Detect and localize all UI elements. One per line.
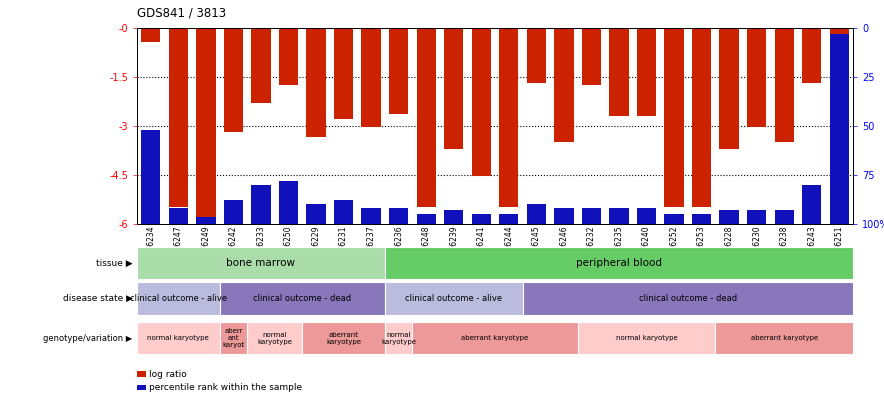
- Text: tissue ▶: tissue ▶: [96, 259, 133, 267]
- Bar: [278, 181, 298, 224]
- Text: clinical outcome - dead: clinical outcome - dead: [253, 294, 351, 303]
- Text: bone marrow: bone marrow: [226, 258, 295, 268]
- Bar: [609, 28, 629, 116]
- Bar: [389, 208, 408, 224]
- Bar: [636, 28, 656, 116]
- Bar: [141, 129, 160, 224]
- Bar: [665, 28, 683, 208]
- Bar: [830, 28, 849, 34]
- Bar: [169, 208, 188, 224]
- Bar: [554, 208, 574, 224]
- Bar: [141, 28, 160, 42]
- Bar: [196, 28, 216, 217]
- Bar: [196, 217, 216, 224]
- Bar: [527, 28, 546, 83]
- Bar: [774, 28, 794, 142]
- Bar: [665, 214, 683, 224]
- Bar: [251, 28, 271, 103]
- Bar: [499, 28, 518, 208]
- Text: clinical outcome - dead: clinical outcome - dead: [639, 294, 737, 303]
- Text: disease state ▶: disease state ▶: [63, 294, 133, 303]
- Text: normal
karyotype: normal karyotype: [381, 332, 416, 345]
- Text: percentile rank within the sample: percentile rank within the sample: [149, 383, 301, 392]
- Bar: [720, 28, 739, 148]
- Bar: [362, 28, 381, 128]
- Bar: [307, 204, 325, 224]
- Bar: [830, 34, 849, 224]
- Bar: [169, 28, 188, 208]
- Bar: [499, 214, 518, 224]
- Text: normal karyotype: normal karyotype: [148, 335, 210, 341]
- Bar: [416, 214, 436, 224]
- Bar: [389, 28, 408, 114]
- Bar: [472, 214, 491, 224]
- Text: normal karyotype: normal karyotype: [615, 335, 677, 341]
- Bar: [527, 204, 546, 224]
- Bar: [636, 208, 656, 224]
- Text: aberrant
karyotype: aberrant karyotype: [326, 332, 361, 345]
- Bar: [802, 185, 821, 224]
- Bar: [802, 28, 821, 83]
- Bar: [692, 214, 712, 224]
- Bar: [224, 28, 243, 132]
- Text: clinical outcome - alive: clinical outcome - alive: [130, 294, 227, 303]
- Bar: [609, 208, 629, 224]
- Bar: [472, 28, 491, 176]
- Bar: [307, 28, 325, 137]
- Bar: [774, 210, 794, 224]
- Bar: [692, 28, 712, 208]
- Bar: [334, 200, 354, 224]
- Bar: [278, 28, 298, 85]
- Bar: [720, 210, 739, 224]
- Text: aberr
ant
karyot: aberr ant karyot: [222, 328, 245, 348]
- Text: normal
karyotype: normal karyotype: [257, 332, 293, 345]
- Text: genotype/variation ▶: genotype/variation ▶: [43, 334, 133, 343]
- Text: log ratio: log ratio: [149, 370, 187, 379]
- Text: peripheral blood: peripheral blood: [576, 258, 662, 268]
- Bar: [747, 210, 766, 224]
- Bar: [747, 28, 766, 128]
- Bar: [416, 28, 436, 208]
- Bar: [444, 210, 463, 224]
- Bar: [251, 185, 271, 224]
- Bar: [582, 28, 601, 85]
- Text: clinical outcome - alive: clinical outcome - alive: [405, 294, 502, 303]
- Text: aberrant karyotype: aberrant karyotype: [751, 335, 818, 341]
- Bar: [362, 208, 381, 224]
- Bar: [224, 200, 243, 224]
- Bar: [554, 28, 574, 142]
- Bar: [334, 28, 354, 119]
- Bar: [582, 208, 601, 224]
- Text: GDS841 / 3813: GDS841 / 3813: [137, 7, 226, 20]
- Bar: [444, 28, 463, 148]
- Text: aberrant karyotype: aberrant karyotype: [461, 335, 529, 341]
